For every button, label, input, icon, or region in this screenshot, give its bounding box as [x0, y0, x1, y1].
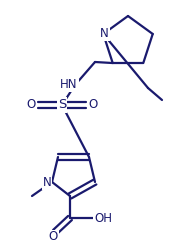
Text: O: O	[48, 230, 58, 242]
Text: N: N	[43, 176, 51, 189]
Text: S: S	[58, 98, 66, 112]
Text: OH: OH	[94, 212, 112, 225]
Text: O: O	[26, 98, 36, 112]
Text: HN: HN	[60, 78, 78, 91]
Text: N: N	[100, 27, 109, 40]
Text: O: O	[88, 98, 98, 112]
